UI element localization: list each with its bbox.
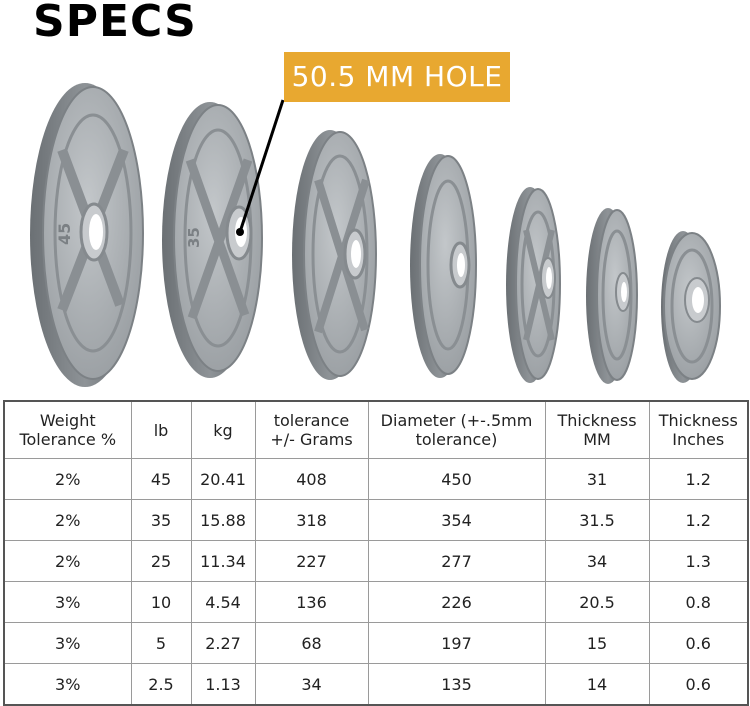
callout-pointer-line (238, 99, 285, 233)
cell-kg: 11.34 (190, 540, 256, 582)
plate-5lb (506, 187, 561, 383)
cell-thickness-inches: 1.2 (648, 499, 749, 541)
cell-thickness-mm: 31 (544, 458, 650, 500)
cell-tolerance-grams: 318 (254, 499, 369, 541)
header-kg: kg (190, 400, 256, 459)
plate-10lb (410, 154, 477, 378)
cell-tolerance-pct: 3% (3, 581, 132, 623)
header-diameter: Diameter (+-.5mm tolerance) (367, 400, 546, 459)
cell-lb: 5 (130, 622, 192, 664)
cell-lb: 35 (130, 499, 192, 541)
cell-thickness-mm: 34 (544, 540, 650, 582)
table-row: 3% 5 2.27 68 197 15 0.6 (3, 622, 749, 664)
plate-25lb (292, 130, 377, 380)
cell-kg: 2.27 (190, 622, 256, 664)
cell-kg: 20.41 (190, 458, 256, 500)
cell-tolerance-pct: 2% (3, 458, 132, 500)
header-weight-tolerance: Weight Tolerance % (3, 400, 132, 459)
cell-tolerance-grams: 408 (254, 458, 369, 500)
cell-thickness-inches: 0.6 (648, 622, 749, 664)
page-title: SPECS (33, 0, 197, 47)
cell-tolerance-pct: 2% (3, 540, 132, 582)
cell-thickness-mm: 14 (544, 663, 650, 706)
plate-2-5lb-wide (586, 208, 638, 384)
plate-35lb: 35 (162, 102, 263, 378)
cell-thickness-mm: 31.5 (544, 499, 650, 541)
cell-thickness-inches: 0.8 (648, 581, 749, 623)
plate-45lb: 45 (30, 83, 144, 387)
cell-lb: 25 (130, 540, 192, 582)
cell-thickness-mm: 15 (544, 622, 650, 664)
cell-diameter: 226 (367, 581, 546, 623)
cell-thickness-inches: 1.3 (648, 540, 749, 582)
table-row: 3% 10 4.54 136 226 20.5 0.8 (3, 581, 749, 623)
cell-lb: 10 (130, 581, 192, 623)
cell-thickness-inches: 0.6 (648, 663, 749, 706)
table-row: 2% 35 15.88 318 354 31.5 1.2 (3, 499, 749, 541)
cell-kg: 4.54 (190, 581, 256, 623)
cell-tolerance-grams: 136 (254, 581, 369, 623)
table-row: 3% 2.5 1.13 34 135 14 0.6 (3, 663, 749, 706)
cell-diameter: 354 (367, 499, 546, 541)
cell-tolerance-pct: 2% (3, 499, 132, 541)
plate-35-label: 35 (185, 227, 203, 248)
cell-diameter: 135 (367, 663, 546, 706)
plate-45-label: 45 (55, 223, 74, 245)
cell-lb: 45 (130, 458, 192, 500)
table-row: 2% 45 20.41 408 450 31 1.2 (3, 458, 749, 500)
table-header-row: Weight Tolerance % lb kg tolerance +/- Gra… (3, 400, 749, 459)
cell-lb: 2.5 (130, 663, 192, 706)
cell-kg: 1.13 (190, 663, 256, 706)
plate-2-5lb (661, 231, 721, 383)
cell-thickness-mm: 20.5 (544, 581, 650, 623)
specs-table: Weight Tolerance % lb kg tolerance +/- Gra… (3, 400, 749, 706)
weight-plates-photo: 45 35 (30, 83, 721, 387)
cell-diameter: 277 (367, 540, 546, 582)
callout-pointer-dot (236, 228, 244, 236)
hole-size-callout: 50.5 MM HOLE (284, 52, 510, 102)
cell-tolerance-grams: 34 (254, 663, 369, 706)
cell-tolerance-pct: 3% (3, 663, 132, 706)
cell-thickness-inches: 1.2 (648, 458, 749, 500)
table-row: 2% 25 11.34 227 277 34 1.3 (3, 540, 749, 582)
cell-kg: 15.88 (190, 499, 256, 541)
cell-tolerance-pct: 3% (3, 622, 132, 664)
header-thickness-mm: Thickness MM (544, 400, 650, 459)
header-tolerance-grams: tolerance +/- Grams (254, 400, 369, 459)
header-lb: lb (130, 400, 192, 459)
cell-tolerance-grams: 68 (254, 622, 369, 664)
cell-tolerance-grams: 227 (254, 540, 369, 582)
header-thickness-inches: Thickness Inches (648, 400, 749, 459)
cell-diameter: 450 (367, 458, 546, 500)
cell-diameter: 197 (367, 622, 546, 664)
